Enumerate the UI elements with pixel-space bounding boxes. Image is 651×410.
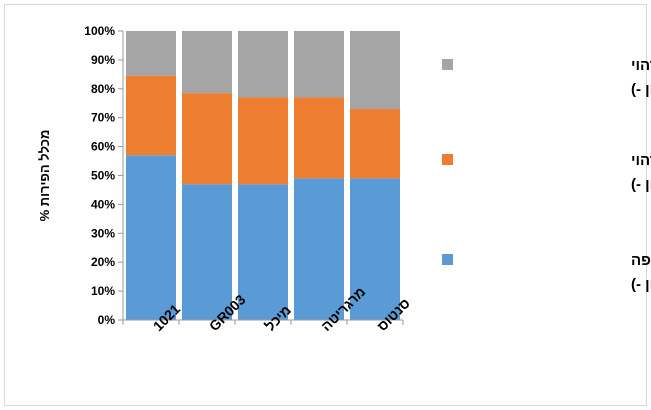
legend-swatch-series-3 bbox=[442, 59, 453, 70]
bar-segment-series-1 bbox=[238, 184, 288, 320]
y-tick-label: 30% bbox=[91, 226, 115, 240]
legend-label-series-1: 1 (הורמון -) bbox=[631, 276, 651, 293]
bar-segment-series-3 bbox=[350, 31, 400, 110]
y-tick-label: 80% bbox=[91, 82, 115, 96]
bar-segment-series-2 bbox=[182, 93, 232, 185]
bar-segment-series-2 bbox=[294, 97, 344, 179]
y-axis-title: % מכלל הפירות bbox=[37, 130, 52, 222]
legend-swatch-series-2 bbox=[442, 154, 453, 165]
bar-segment-series-1 bbox=[182, 184, 232, 320]
bar-segment-series-3 bbox=[294, 31, 344, 98]
legend-swatch-series-1 bbox=[442, 254, 453, 265]
bar-segment-series-1 bbox=[126, 155, 176, 320]
legend-label-series-2: קצת 2 (הורמון -) bbox=[631, 176, 651, 193]
legend-label-series-1: מס' פירות צבע יפה bbox=[631, 252, 651, 269]
y-tick-label: 60% bbox=[91, 140, 115, 154]
y-tick-label: 90% bbox=[91, 53, 115, 67]
y-tick-label: 100% bbox=[84, 24, 115, 38]
y-tick-label: 0% bbox=[98, 313, 116, 327]
bar-segment-series-1 bbox=[350, 178, 400, 320]
bar-segment-series-3 bbox=[238, 31, 288, 98]
y-tick-label: 50% bbox=[91, 169, 115, 183]
y-tick-label: 10% bbox=[91, 284, 115, 298]
bar-segment-series-2 bbox=[350, 109, 400, 179]
y-tick-label: 70% bbox=[91, 111, 115, 125]
bar-segment-series-3 bbox=[126, 31, 176, 76]
bar-segment-series-2 bbox=[238, 97, 288, 185]
bar-segment-series-2 bbox=[126, 75, 176, 156]
bar-segment-series-1 bbox=[294, 178, 344, 320]
legend-label-series-3: 3 (הורמון -) bbox=[631, 81, 651, 98]
bar-segment-series-3 bbox=[182, 31, 232, 94]
legend-label-series-2: מס' פירות צבע דהוי bbox=[631, 152, 651, 169]
y-tick-label: 20% bbox=[91, 255, 115, 269]
legend-label-series-3: מס' פירות צבע דהוי bbox=[631, 57, 651, 74]
y-tick-label: 40% bbox=[91, 197, 115, 211]
